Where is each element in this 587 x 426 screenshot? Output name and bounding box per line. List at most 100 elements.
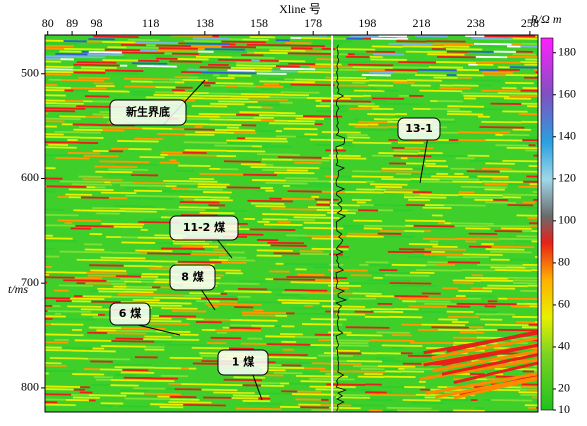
texture-stripe	[419, 357, 538, 381]
texture-stripe	[58, 284, 93, 287]
texture-stripe	[286, 276, 330, 279]
texture-stripe	[419, 193, 459, 197]
texture-stripe	[352, 141, 392, 145]
texture-stripe	[269, 96, 307, 99]
texture-stripe	[45, 154, 84, 157]
texture-stripe	[165, 208, 206, 212]
annotation-pointer	[137, 324, 181, 336]
texture-stripe	[479, 126, 525, 129]
colorbar-tick-label: 160	[558, 86, 576, 100]
texture-stripe	[177, 260, 222, 264]
texture-stripe	[45, 237, 73, 240]
texture-stripe	[423, 141, 460, 145]
texture-stripe	[477, 263, 523, 267]
texture-stripe	[223, 378, 263, 382]
colorbar-tick-label: 180	[558, 44, 576, 58]
texture-stripe	[269, 49, 306, 52]
texture-stripe	[352, 66, 393, 69]
texture-stripe	[431, 175, 469, 178]
texture-stripe	[60, 79, 105, 82]
texture-stripe	[485, 248, 525, 251]
texture-stripe	[256, 46, 292, 49]
x-axis-label: Xline 号	[279, 2, 321, 16]
texture-stripe	[309, 385, 345, 389]
texture-stripe	[434, 376, 538, 399]
texture-stripe	[180, 115, 220, 118]
texture-stripe	[431, 326, 469, 329]
texture-stripe	[381, 344, 423, 347]
annotation-text: 13-1	[405, 122, 433, 135]
texture-stripe	[302, 281, 337, 284]
texture-stripe	[506, 146, 538, 150]
texture-stripe	[256, 249, 293, 252]
texture-stripe	[80, 209, 126, 212]
texture-stripe	[49, 273, 88, 277]
texture-stripe	[387, 315, 423, 319]
texture-stripe	[248, 98, 289, 101]
texture-stripe	[45, 73, 71, 76]
texture-stripe	[369, 79, 408, 82]
texture-stripe	[366, 279, 411, 282]
texture-stripe	[469, 45, 508, 48]
texture-stripe	[439, 178, 480, 181]
texture-stripe	[335, 48, 376, 51]
texture-stripe	[67, 305, 103, 308]
texture-stripe	[102, 59, 139, 62]
texture-stripe	[382, 360, 427, 363]
texture-stripe	[107, 332, 146, 335]
texture-stripe	[267, 241, 305, 245]
texture-stripe	[266, 343, 311, 346]
x-tick-label: 198	[358, 16, 376, 30]
texture-stripe	[230, 66, 273, 70]
texture-stripe	[45, 224, 76, 227]
texture-stripe	[331, 76, 367, 80]
texture-stripe	[45, 403, 76, 407]
texture-stripe	[323, 362, 362, 365]
texture-stripe	[95, 170, 133, 174]
texture-stripe	[494, 269, 532, 272]
annotation-box	[397, 117, 441, 141]
texture-stripe	[370, 183, 408, 186]
texture-stripe	[171, 35, 213, 37]
colorbar-tick-label: 140	[558, 129, 576, 143]
texture-stripe	[192, 37, 230, 40]
texture-stripe	[177, 154, 217, 157]
texture-stripe	[236, 64, 276, 67]
texture-stripe	[412, 167, 451, 171]
annotation-pointer	[201, 289, 216, 311]
texture-stripe	[59, 180, 105, 183]
texture-stripe	[245, 137, 287, 140]
texture-stripe	[221, 45, 257, 49]
texture-stripe	[287, 52, 334, 55]
texture-stripe	[242, 311, 287, 315]
texture-stripe	[110, 363, 152, 366]
texture-stripe	[306, 234, 347, 238]
texture-stripe	[120, 277, 156, 281]
colorbar-tick-label: 10	[558, 402, 570, 416]
texture-stripe	[300, 380, 336, 383]
texture-stripe	[453, 361, 538, 385]
texture-stripe	[124, 397, 171, 401]
texture-stripe	[520, 45, 538, 48]
texture-stripe	[217, 71, 257, 75]
texture-stripe	[367, 271, 411, 275]
texture-stripe	[98, 290, 138, 293]
x-tick-label: 158	[250, 16, 268, 30]
texture-stripe	[190, 253, 227, 256]
texture-stripe	[445, 48, 483, 51]
y-tick-label: 600	[21, 170, 39, 184]
texture-stripe	[183, 403, 226, 407]
texture-stripe	[461, 269, 495, 272]
y-tick-label: 800	[21, 380, 39, 394]
texture-stripe	[427, 53, 465, 56]
texture-stripe	[370, 58, 407, 61]
texture-stripe	[191, 346, 229, 350]
colorbar-tick-label: 80	[558, 255, 570, 269]
texture-stripe	[303, 226, 344, 230]
texture-stripe	[45, 333, 70, 336]
inversion-section	[45, 35, 538, 412]
texture-stripe	[289, 382, 327, 386]
texture-stripe	[392, 66, 429, 69]
texture-stripe	[509, 66, 538, 69]
texture-stripe	[88, 394, 127, 397]
